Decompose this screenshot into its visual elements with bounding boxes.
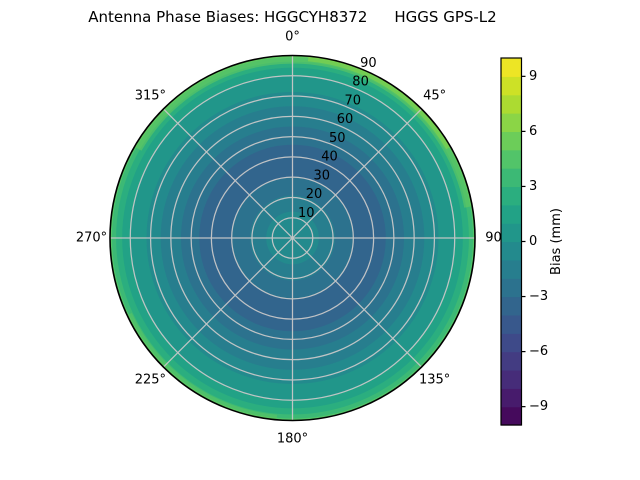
colorbar-tick-label: 6	[529, 124, 537, 139]
colorbar-segment	[501, 314, 522, 334]
radial-tick-label: 90	[360, 56, 377, 71]
colorbar-segment	[501, 259, 522, 279]
colorbar-tick-label: 9	[529, 69, 537, 84]
angular-tick-label: 135°	[419, 373, 450, 388]
angular-tick-label: 315°	[135, 88, 166, 103]
colorbar-segment	[501, 241, 522, 261]
colorbar-segment	[501, 168, 522, 188]
radial-tick-labels: 10 20 30 40 50 60 70 80 90	[298, 56, 377, 221]
colorbar-segment	[501, 223, 522, 243]
chart-title-main: Antenna Phase Biases: HGGCYH8372	[88, 8, 368, 26]
radial-tick-label: 70	[345, 93, 362, 108]
colorbar-segment	[501, 76, 522, 96]
colorbar-segment	[501, 369, 522, 389]
colorbar-tick-label: 3	[529, 179, 537, 194]
polar-outline	[109, 54, 476, 422]
angular-tick-label: 270°	[76, 231, 107, 246]
radial-tick-label: 80	[352, 75, 369, 90]
angular-tick-label: 90	[485, 231, 502, 246]
radial-tick-label: 40	[321, 150, 338, 165]
angular-tick-label: 225°	[135, 373, 166, 388]
angular-tick-labels: 0° 45° 90 135° 180° 225° 270° 315°	[76, 30, 502, 447]
radial-tick-label: 60	[337, 112, 354, 127]
colorbar-segment	[501, 296, 522, 316]
colorbar-tick-label: −9	[529, 399, 548, 414]
grid-spoke	[163, 108, 422, 368]
angular-tick-label: 45°	[423, 88, 446, 103]
colorbar-segment	[501, 186, 522, 206]
colorbar-tick-label: −3	[529, 289, 548, 304]
polar-grid	[110, 55, 475, 421]
colorbar-segment	[501, 406, 522, 426]
colorbar-segment	[501, 333, 522, 353]
radial-tick-label: 30	[314, 168, 331, 183]
colorbar-ticks: 9 6 3 0 −3 −6 −9	[521, 69, 548, 414]
colorbar-tick-label: −6	[529, 344, 548, 359]
colorbar-tick-label: 0	[529, 234, 537, 249]
colorbar-segment	[501, 149, 522, 169]
colorbar-segment	[501, 388, 522, 408]
colorbar-segment	[501, 58, 522, 77]
colorbar-segment	[501, 113, 522, 132]
colorbar-segment	[501, 131, 522, 151]
angular-tick-label: 180°	[277, 432, 308, 447]
colorbar-axis-label: Bias (mm)	[549, 208, 564, 275]
radial-tick-label: 10	[298, 206, 315, 221]
radial-tick-label: 20	[306, 187, 323, 202]
angular-tick-label: 0°	[285, 30, 300, 45]
colorbar: 9 6 3 0 −3 −6 −9 Bias (mm)	[500, 57, 564, 426]
chart-title: Antenna Phase Biases: HGGCYH8372 HGGS GP…	[0, 8, 585, 26]
radial-tick-label: 50	[329, 131, 346, 146]
colorbar-segment	[501, 278, 522, 298]
colorbar-segment	[501, 351, 522, 371]
colorbar-segment	[501, 204, 522, 224]
colorbar-segment	[501, 94, 522, 114]
chart-title-sub: HGGS GPS-L2	[394, 8, 497, 26]
